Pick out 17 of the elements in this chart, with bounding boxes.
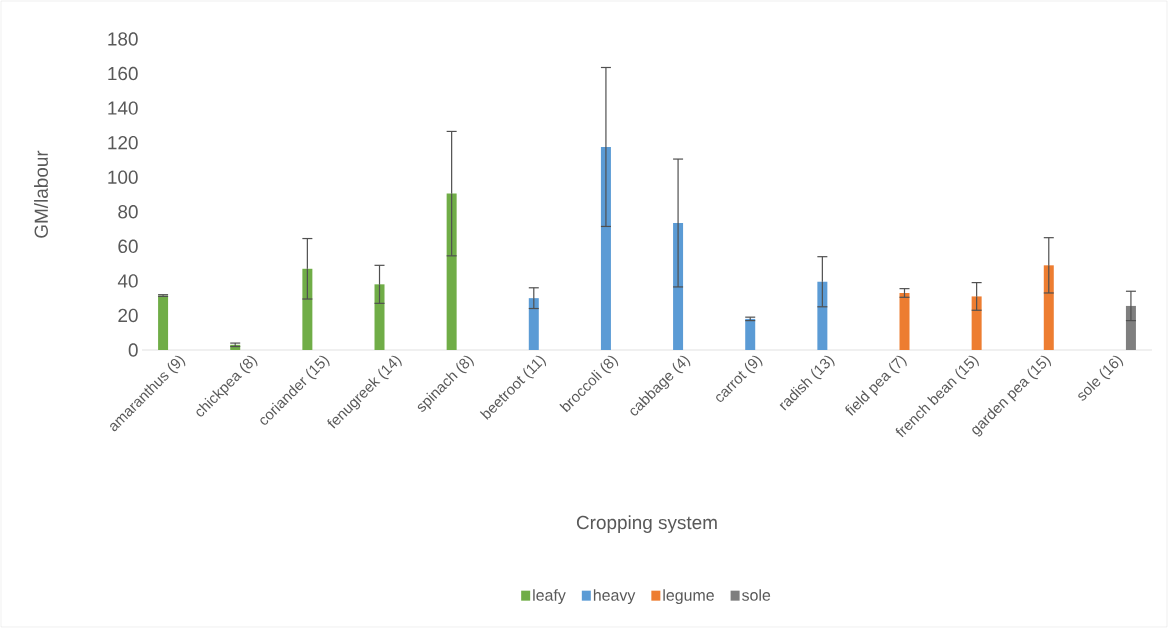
y-tick-label: 160 <box>108 66 138 81</box>
legend-label: legume <box>663 589 714 605</box>
y-tick-label: 80 <box>118 205 138 219</box>
legend-label: leafy <box>533 589 566 605</box>
y-tick-label: 20 <box>118 308 138 323</box>
y-tick-label: 60 <box>118 239 138 254</box>
legend-label: sole <box>742 589 771 601</box>
y-tick-label: 40 <box>117 274 138 288</box>
y-tick-label: 100 <box>108 170 138 184</box>
x-axis-title: Cropping system <box>576 515 717 533</box>
y-tick-label: 180 <box>108 32 138 46</box>
x-tick-label: sole (16) <box>1078 355 1124 401</box>
y-tick-label: 0 <box>128 343 138 357</box>
y-tick-label: 120 <box>108 135 138 150</box>
y-axis-title: GM/labour <box>34 150 48 238</box>
y-tick-label: 140 <box>108 101 138 115</box>
legend-label: heavy <box>593 589 636 605</box>
